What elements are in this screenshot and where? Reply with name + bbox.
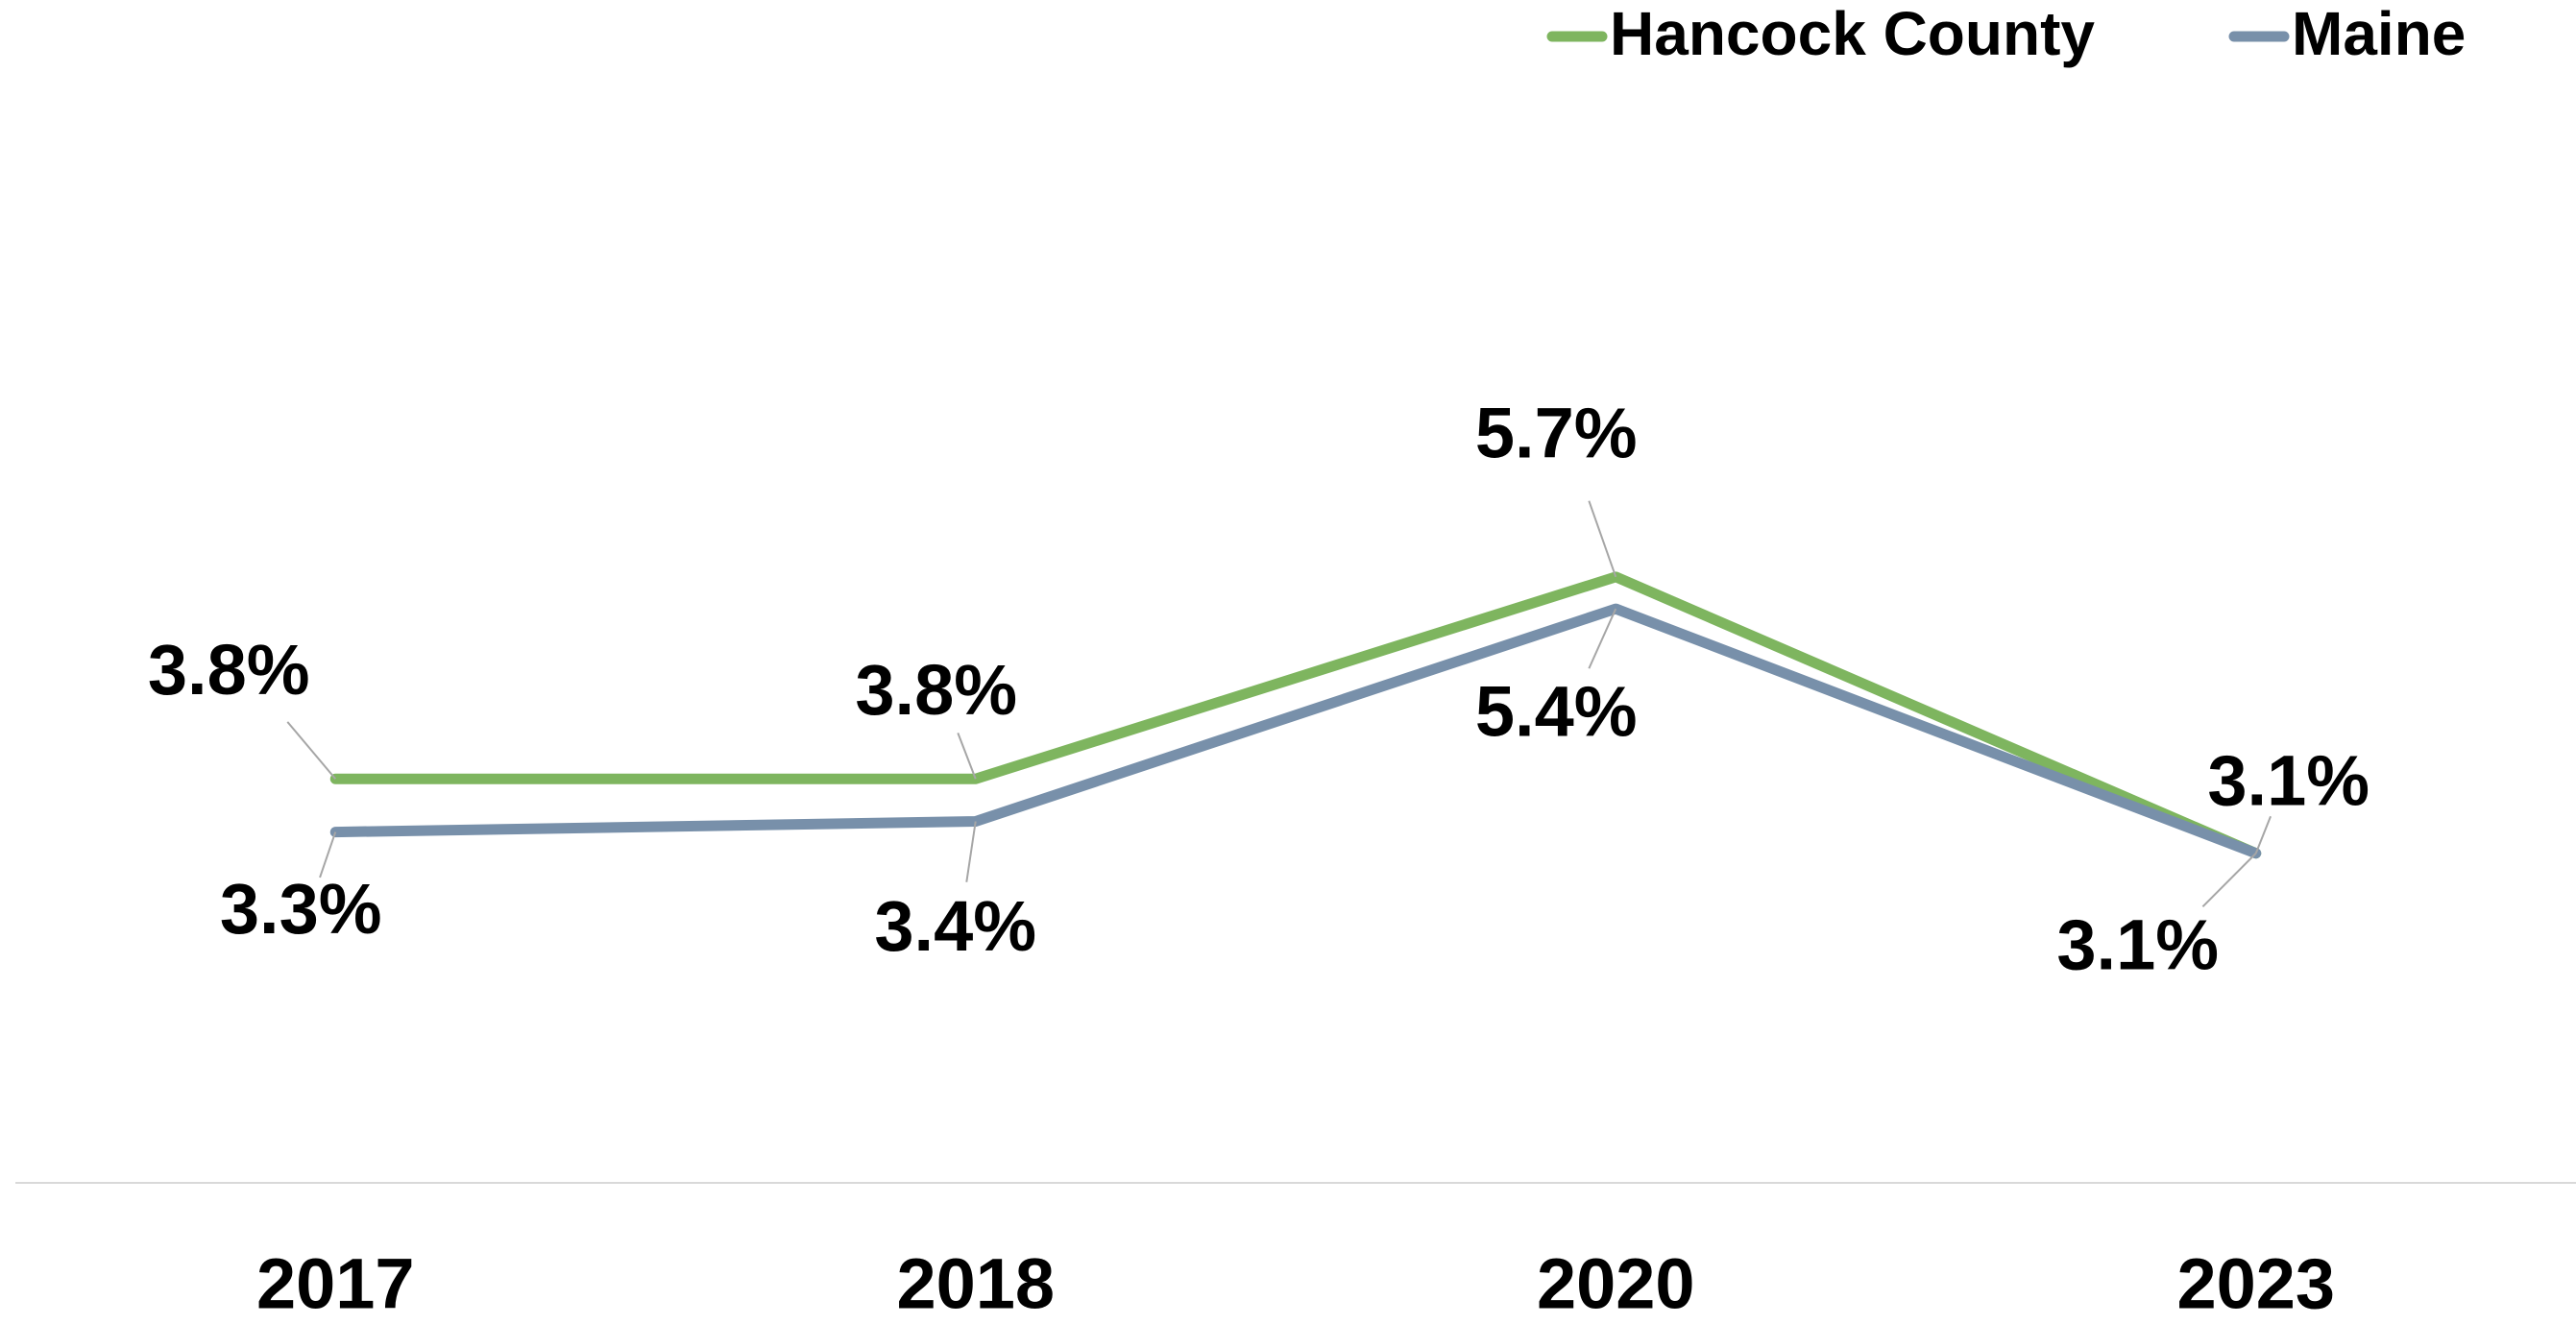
x-tick-label: 2023 (2176, 1244, 2335, 1324)
leader-line (957, 733, 977, 780)
legend-label: Hancock County (1610, 0, 2095, 68)
data-label: 3.1% (2207, 740, 2369, 820)
leader-line (965, 821, 977, 882)
x-tick-label: 2017 (256, 1244, 415, 1324)
data-label: 3.4% (874, 886, 1036, 966)
leader-line (2254, 815, 2272, 855)
leader-line (286, 721, 337, 780)
leader-line (1588, 608, 1617, 669)
data-label: 3.3% (220, 869, 382, 949)
data-label: 3.8% (148, 630, 310, 710)
x-tick-label: 2018 (896, 1244, 1055, 1324)
leader-line (2201, 853, 2257, 908)
x-tick-label: 2020 (1537, 1244, 1695, 1324)
data-label: 5.4% (1475, 672, 1638, 752)
data-label: 5.7% (1475, 393, 1638, 472)
leader-line (1588, 500, 1617, 578)
data-label: 3.8% (855, 650, 1017, 730)
data-label: 3.1% (2056, 904, 2219, 984)
series-line (329, 603, 2262, 859)
series-line (329, 571, 2262, 859)
leader-line (319, 831, 337, 879)
legend-label: Maine (2292, 0, 2466, 68)
